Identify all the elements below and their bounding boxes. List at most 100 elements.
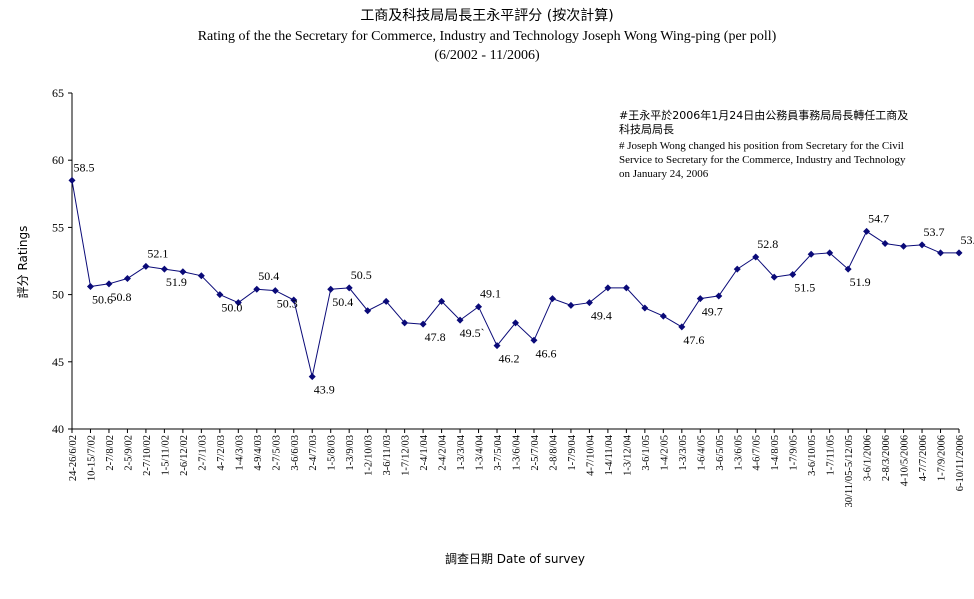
data-point xyxy=(142,262,150,270)
data-point xyxy=(197,272,205,280)
y-axis-label: 評分 Ratings xyxy=(15,226,30,299)
data-point xyxy=(733,265,741,273)
data-point xyxy=(327,285,335,293)
x-tick-label: 2-5/9/02 xyxy=(123,435,134,471)
x-tick-label: 1-4/2/05 xyxy=(659,435,670,471)
data-point xyxy=(271,287,279,295)
data-label: 47.8 xyxy=(425,330,446,344)
data-point xyxy=(789,270,797,278)
x-tick-label: 1-4/11/04 xyxy=(604,434,615,475)
y-axis-ticks: 40 45 50 55 60 65 xyxy=(52,86,72,436)
x-tick-label: 2-4/7/03 xyxy=(308,435,319,471)
data-points xyxy=(68,176,963,381)
data-point xyxy=(918,241,926,249)
data-label: 51.9 xyxy=(850,275,871,289)
x-tick-label: 3-6/10/05 xyxy=(807,435,818,476)
data-label: 53.1 xyxy=(961,233,974,247)
data-label: 50.4 xyxy=(258,269,279,283)
data-point xyxy=(881,240,889,248)
x-tick-label: 1-5/11/02 xyxy=(160,435,171,475)
x-tick-label: 1-3/12/04 xyxy=(622,434,633,476)
data-point xyxy=(863,227,871,235)
x-tick-label: 3-6/1/2006 xyxy=(863,435,874,481)
x-tick-label: 1-7/9/04 xyxy=(567,434,578,470)
data-label: 50.6 xyxy=(92,293,113,307)
x-tick-label: 2-5/7/04 xyxy=(530,434,541,470)
x-tick-label: 2-7/8/02 xyxy=(105,435,116,471)
x-tick-label: 1-2/10/03 xyxy=(364,435,375,476)
data-label: 50.3 xyxy=(277,297,298,311)
x-tick-label: 3-7/5/04 xyxy=(493,434,504,470)
chart-period: (6/2002 - 11/2006) xyxy=(434,48,540,63)
y-tick-label: 65 xyxy=(52,86,64,100)
x-tick-label: 2-4/1/04 xyxy=(419,434,430,470)
x-tick-label: 1-7/9/2006 xyxy=(937,435,948,481)
x-tick-label: 4-9/4/03 xyxy=(253,435,264,471)
data-label: 49.5` xyxy=(460,326,485,340)
data-point xyxy=(160,265,168,273)
data-point xyxy=(678,323,686,331)
data-point xyxy=(548,295,556,303)
data-label: 49.7 xyxy=(702,305,723,319)
data-point xyxy=(493,342,501,350)
x-tick-label: 3-6/5/05 xyxy=(715,435,726,471)
data-label: 50.8 xyxy=(110,290,131,304)
data-label: 51.9 xyxy=(166,275,187,289)
x-tick-label: 1-3/4/04 xyxy=(475,434,486,470)
note-line-1: #王永平於2006年1月24日由公務員事務局局長轉任工商及 xyxy=(619,109,909,122)
data-point xyxy=(900,242,908,250)
x-tick-label: 4-7/10/04 xyxy=(585,434,596,476)
data-point xyxy=(290,296,298,304)
data-point xyxy=(844,265,852,273)
x-tick-label: 1-3/9/03 xyxy=(345,435,356,471)
y-tick-label: 60 xyxy=(52,153,64,167)
data-label: 58.5 xyxy=(74,160,95,174)
data-point xyxy=(659,312,667,320)
data-point xyxy=(752,253,760,261)
data-point xyxy=(364,307,372,315)
data-point xyxy=(807,250,815,258)
data-point xyxy=(585,299,593,307)
data-point xyxy=(622,284,630,292)
data-point xyxy=(419,320,427,328)
x-tick-label: 2-8/8/04 xyxy=(548,434,559,470)
data-point xyxy=(955,249,963,257)
data-point xyxy=(123,274,131,282)
data-label: 46.6 xyxy=(535,346,556,360)
data-labels: 58.5 50.650.8 52.1 51.9 50.0 50.4 50.3 43.9 50.4… xyxy=(74,160,974,396)
data-point xyxy=(696,295,704,303)
x-tick-label: 2-7/1/03 xyxy=(197,435,208,471)
data-label: 49.1 xyxy=(480,287,501,301)
x-tick-label: 2-7/10/02 xyxy=(142,435,153,476)
data-label: 49.4 xyxy=(591,309,612,323)
x-tick-label: 1-3/6/04 xyxy=(512,434,523,470)
data-point xyxy=(826,249,834,257)
series-line xyxy=(71,180,959,377)
data-point xyxy=(512,319,519,327)
data-label: 54.7 xyxy=(868,211,889,225)
data-point xyxy=(253,285,261,293)
data-point xyxy=(308,373,316,381)
x-tick-label: 1-4/3/03 xyxy=(234,435,245,471)
note-line-3: # Joseph Wong changed his position from … xyxy=(619,140,904,152)
data-label: 53.7 xyxy=(924,225,945,239)
x-tick-label: 1-7/9/05 xyxy=(789,435,800,471)
data-label: 47.6 xyxy=(683,333,704,347)
data-label: 46.2 xyxy=(499,352,520,366)
data-point xyxy=(641,304,649,312)
y-tick-label: 45 xyxy=(52,355,64,369)
x-tick-label: 6-10/11/2006 xyxy=(955,435,966,491)
x-tick-label: 1-5/8/03 xyxy=(327,435,338,471)
data-point xyxy=(216,291,224,299)
y-tick-label: 55 xyxy=(52,220,64,234)
x-tick-label: 4-6/7/05 xyxy=(752,435,763,471)
x-tick-label: 3-6/6/03 xyxy=(290,435,301,471)
data-label: 43.9 xyxy=(314,383,335,397)
x-tick-label: 3-6/1/05 xyxy=(641,435,652,471)
x-tick-label: 2-7/5/03 xyxy=(271,435,282,471)
data-label: 52.1 xyxy=(147,246,168,260)
x-tick-label: 4-7/7/2006 xyxy=(918,435,929,481)
y-tick-label: 40 xyxy=(52,422,64,436)
data-point xyxy=(937,249,945,257)
